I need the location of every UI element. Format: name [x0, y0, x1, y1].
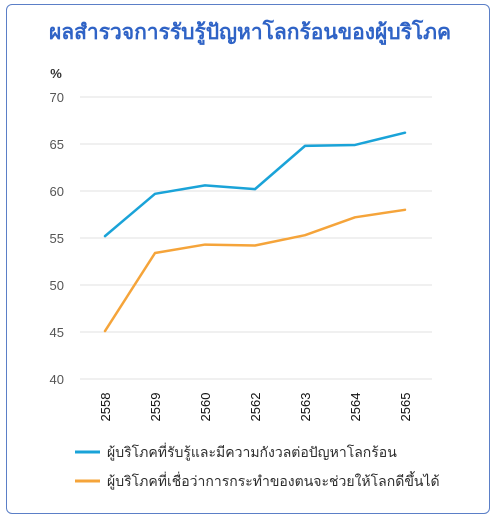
y-tick-label: 40 [50, 372, 64, 387]
x-tick-label: 2564 [348, 393, 363, 422]
y-tick-label: 45 [50, 325, 64, 340]
chart-title: ผลสำรวจการรับรู้ปัญหาโลกร้อนของผู้บริโภค [48, 20, 452, 44]
x-tick-label: 2560 [198, 393, 213, 422]
y-tick-label: 50 [50, 278, 64, 293]
x-axis-ticks: 2558 2559 2560 2562 2563 2564 2565 [98, 393, 413, 422]
y-axis-ticks: 40 45 50 55 60 65 70 [50, 90, 64, 387]
legend-label-2: ผู้บริโภคที่เชื่อว่าการกระทำของตนจะช่วยใ… [107, 471, 440, 490]
x-tick-label: 2563 [298, 393, 313, 422]
y-axis-unit-label: % [50, 66, 62, 81]
y-tick-label: 60 [50, 184, 64, 199]
series-lines [103, 131, 407, 333]
gridlines [80, 96, 432, 380]
x-tick-label: 2562 [248, 393, 263, 422]
chart-frame [6, 4, 490, 514]
series-line-1 [103, 131, 407, 238]
series-line-2 [103, 208, 407, 333]
x-tick-label: 2565 [398, 393, 413, 422]
x-tick-label: 2559 [148, 393, 163, 422]
legend: ผู้บริโภคที่รับรู้และมีความกังวลต่อปัญหา… [75, 443, 440, 490]
y-tick-label: 70 [50, 90, 64, 105]
y-tick-label: 55 [50, 231, 64, 246]
legend-label-1: ผู้บริโภคที่รับรู้และมีความกังวลต่อปัญหา… [107, 443, 397, 461]
x-tick-label: 2558 [98, 393, 113, 422]
y-tick-label: 65 [50, 137, 64, 152]
